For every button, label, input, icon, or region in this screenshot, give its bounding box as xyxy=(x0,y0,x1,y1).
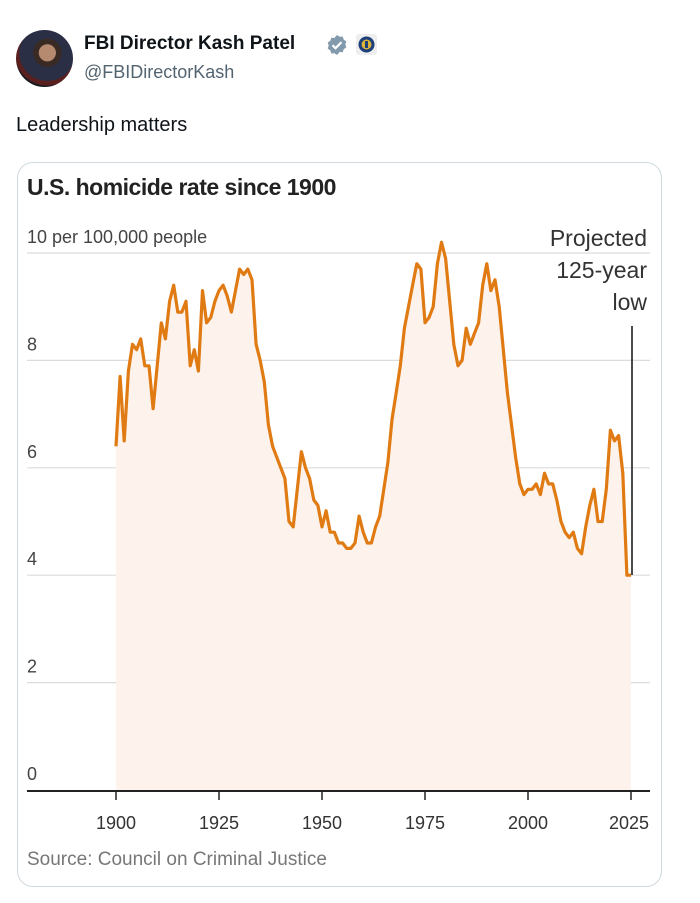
annotation-text: 125-year xyxy=(556,257,647,283)
y-tick-label: 6 xyxy=(27,442,37,462)
author-handle[interactable]: @FBIDirectorKash xyxy=(84,62,235,82)
area-fill xyxy=(116,242,631,791)
chart-card[interactable] xyxy=(17,162,662,887)
x-tick-label: 1900 xyxy=(96,813,136,833)
author-name[interactable]: FBI Director Kash Patel xyxy=(84,33,296,54)
y-tick-label: 8 xyxy=(27,334,37,354)
y-tick-label: 10 per 100,000 people xyxy=(27,227,207,247)
y-tick-label: 0 xyxy=(27,764,37,784)
chart-source: Source: Council on Criminal Justice xyxy=(27,849,327,870)
annotation-text: low xyxy=(612,289,647,315)
series-line xyxy=(114,240,631,577)
fbi-seal-icon xyxy=(356,34,377,55)
x-tick-label: 1950 xyxy=(302,813,342,833)
x-tick-label: 2000 xyxy=(508,813,548,833)
avatar[interactable] xyxy=(16,30,73,87)
y-tick-label: 4 xyxy=(27,549,37,569)
tweet-text: Leadership matters xyxy=(16,114,188,136)
chart-title: U.S. homicide rate since 1900 xyxy=(27,174,336,200)
y-tick-label: 2 xyxy=(27,657,37,677)
x-tick-label: 2025 xyxy=(609,813,649,833)
annotation-text: Projected xyxy=(550,225,647,251)
x-tick-label: 1975 xyxy=(405,813,445,833)
verified-badge-icon xyxy=(327,35,347,55)
x-tick-label: 1925 xyxy=(199,813,239,833)
